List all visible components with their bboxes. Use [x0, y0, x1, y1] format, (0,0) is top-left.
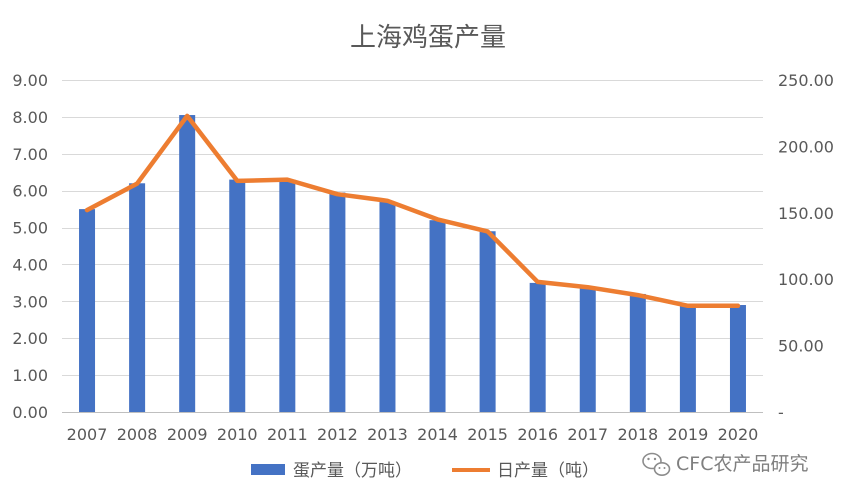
right-axis-tick-label: 250.00	[778, 71, 834, 90]
right-axis-tick-label: 200.00	[778, 137, 834, 156]
wechat-icon	[642, 452, 671, 476]
left-axis-tick-label: 9.00	[12, 71, 48, 90]
x-axis: 2007 2008 2009 2010 2011 2012 2013 2014 2015 2016…	[67, 425, 759, 444]
bar	[229, 179, 246, 412]
bar	[529, 282, 546, 412]
gridlines	[62, 80, 763, 413]
left-axis-tick-label: 5.00	[12, 219, 48, 238]
bar	[379, 201, 396, 412]
left-axis-tick-label: 2.00	[12, 329, 48, 348]
right-axis: - 50.00 100.00 150.00 200.00 250.00	[778, 71, 834, 422]
legend: 蛋产量（万吨） 日产量（吨）	[251, 461, 599, 481]
bar	[429, 220, 446, 412]
x-axis-tick-label: 2007	[67, 425, 108, 444]
series-line	[84, 113, 741, 309]
bar	[479, 231, 496, 412]
x-axis-tick-label: 2008	[117, 425, 158, 444]
left-axis: 0.00 1.00 2.00 3.00 4.00 5.00 6.00 7.00 8.00 9.00	[12, 71, 48, 422]
bar	[679, 305, 696, 412]
watermark-text: CFC农产品研究	[676, 453, 808, 475]
x-axis-tick-label: 2015	[467, 425, 508, 444]
bar	[629, 293, 646, 412]
left-axis-tick-label: 3.00	[12, 292, 48, 311]
bar	[129, 183, 146, 412]
x-axis-tick-label: 2012	[317, 425, 358, 444]
left-axis-tick-label: 8.00	[12, 108, 48, 127]
bar	[279, 179, 296, 412]
watermark: CFC农产品研究	[642, 452, 808, 476]
right-axis-tick-label: 100.00	[778, 270, 834, 289]
bar	[579, 286, 596, 412]
x-axis-tick-label: 2019	[668, 425, 709, 444]
x-axis-tick-label: 2014	[417, 425, 458, 444]
line-series	[84, 113, 741, 309]
x-axis-tick-label: 2017	[567, 425, 608, 444]
x-axis-tick-label: 2016	[517, 425, 558, 444]
x-axis-tick-label: 2010	[217, 425, 258, 444]
bar-series	[79, 115, 746, 413]
bar	[79, 209, 96, 412]
legend-label-bar: 蛋产量（万吨）	[293, 461, 412, 481]
x-axis-tick-label: 2009	[167, 425, 208, 444]
left-axis-tick-label: 0.00	[12, 403, 48, 422]
left-axis-tick-label: 7.00	[12, 145, 48, 164]
right-axis-tick-label: 150.00	[778, 204, 834, 223]
x-axis-tick-label: 2020	[718, 425, 759, 444]
bar	[179, 115, 196, 413]
x-axis-tick-label: 2013	[367, 425, 408, 444]
right-axis-tick-label: 50.00	[778, 337, 824, 356]
legend-label-line: 日产量（吨）	[497, 461, 599, 481]
left-axis-tick-label: 4.00	[12, 255, 48, 274]
bar	[729, 305, 746, 412]
chart-title: 上海鸡蛋产量	[350, 23, 506, 53]
right-axis-tick-label: -	[778, 403, 784, 422]
x-axis-tick-label: 2011	[267, 425, 308, 444]
left-axis-tick-label: 1.00	[12, 366, 48, 385]
x-axis-tick-label: 2018	[617, 425, 658, 444]
bar	[329, 192, 346, 412]
legend-swatch-bar	[251, 464, 285, 475]
left-axis-tick-label: 6.00	[12, 182, 48, 201]
